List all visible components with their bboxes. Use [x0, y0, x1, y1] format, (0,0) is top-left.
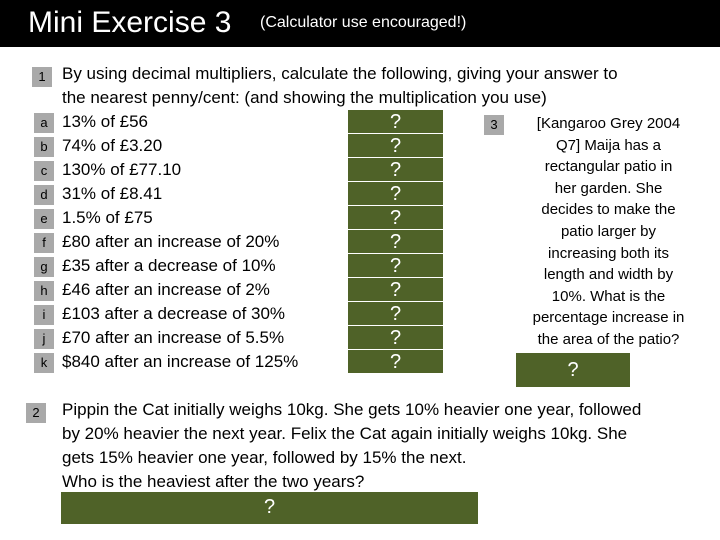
answer-box-h[interactable]: ?	[348, 278, 443, 301]
item-letter-f: f	[34, 233, 54, 253]
item-text-h: £46 after an increase of 2%	[62, 279, 270, 301]
item-letter-j: j	[34, 329, 54, 349]
item-text-i: £103 after a decrease of 30%	[62, 303, 285, 325]
item-text-j: £70 after an increase of 5.5%	[62, 327, 284, 349]
answer-box-d[interactable]: ?	[348, 182, 443, 205]
item-letter-k: k	[34, 353, 54, 373]
item-letter-b: b	[34, 137, 54, 157]
q1-intro-line-1: By using decimal multipliers, calculate …	[62, 63, 618, 85]
item-letter-e: e	[34, 209, 54, 229]
q2-line-3: gets 15% heavier one year, followed by 1…	[62, 447, 466, 469]
q3-answer-box[interactable]: ?	[516, 353, 630, 387]
q1-intro-line-2: the nearest penny/cent: (and showing the…	[62, 87, 547, 109]
q3-line: 10%. What is the	[521, 286, 696, 308]
q2-answer-box[interactable]: ?	[61, 492, 478, 524]
answer-box-f[interactable]: ?	[348, 230, 443, 253]
item-text-g: £35 after a decrease of 10%	[62, 255, 276, 277]
answer-box-j[interactable]: ?	[348, 326, 443, 349]
answer-box-a[interactable]: ?	[348, 110, 443, 133]
q3-line: Q7] Maija has a	[521, 135, 696, 157]
answer-box-g[interactable]: ?	[348, 254, 443, 277]
item-text-a: 13% of £56	[62, 111, 148, 133]
q3-line: increasing both its	[521, 243, 696, 265]
q3-line: percentage increase in	[521, 307, 696, 329]
title-bar: Mini Exercise 3 (Calculator use encourag…	[0, 0, 720, 47]
answer-box-b[interactable]: ?	[348, 134, 443, 157]
item-text-f: £80 after an increase of 20%	[62, 231, 279, 253]
page-subtitle: (Calculator use encouraged!)	[260, 12, 466, 34]
item-text-e: 1.5% of £75	[62, 207, 153, 229]
q3-line: her garden. She	[521, 178, 696, 200]
question-1-badge: 1	[32, 67, 52, 87]
item-letter-g: g	[34, 257, 54, 277]
q3-text: [Kangaroo Grey 2004 Q7] Maija has a rect…	[521, 113, 696, 351]
q3-line: decides to make the	[521, 199, 696, 221]
item-text-c: 130% of £77.10	[62, 159, 181, 181]
item-text-k: $840 after an increase of 125%	[62, 351, 298, 373]
q2-line-1: Pippin the Cat initially weighs 10kg. Sh…	[62, 399, 641, 421]
answer-box-c[interactable]: ?	[348, 158, 443, 181]
item-text-b: 74% of £3.20	[62, 135, 162, 157]
q3-line: patio larger by	[521, 221, 696, 243]
q3-line: [Kangaroo Grey 2004	[521, 113, 696, 135]
question-2-badge: 2	[26, 403, 46, 423]
item-text-d: 31% of £8.41	[62, 183, 162, 205]
answer-box-e[interactable]: ?	[348, 206, 443, 229]
answer-box-i[interactable]: ?	[348, 302, 443, 325]
q3-line: the area of the patio?	[521, 329, 696, 351]
item-letter-c: c	[34, 161, 54, 181]
item-letter-a: a	[34, 113, 54, 133]
question-3-badge: 3	[484, 115, 504, 135]
q2-line-2: by 20% heavier the next year. Felix the …	[62, 423, 627, 445]
q2-line-4: Who is the heaviest after the two years?	[62, 471, 364, 493]
item-letter-h: h	[34, 281, 54, 301]
item-letter-d: d	[34, 185, 54, 205]
q3-line: rectangular patio in	[521, 156, 696, 178]
item-letter-i: i	[34, 305, 54, 325]
q3-line: length and width by	[521, 264, 696, 286]
answer-box-k[interactable]: ?	[348, 350, 443, 373]
page-title: Mini Exercise 3	[28, 4, 231, 42]
